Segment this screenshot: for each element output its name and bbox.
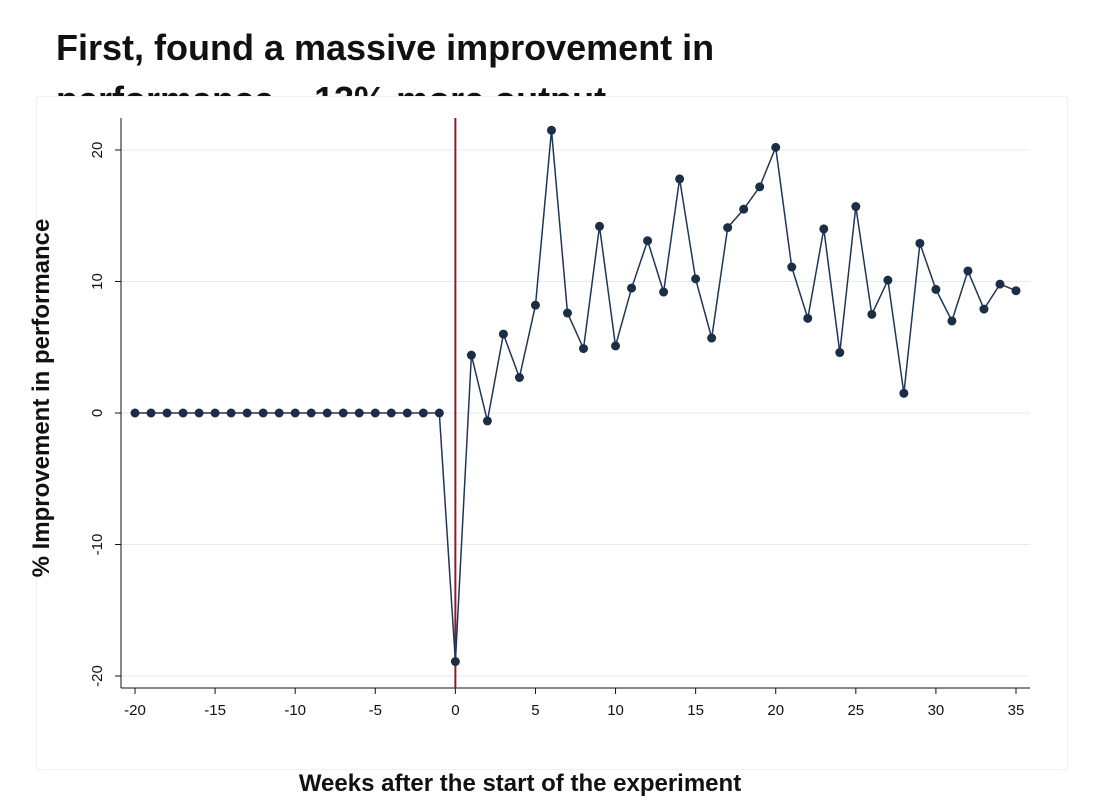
data-point <box>466 350 476 360</box>
data-point <box>611 341 621 351</box>
slide-title-line-1: First, found a massive improvement in <box>56 27 715 68</box>
data-point <box>579 344 589 354</box>
series-layer <box>130 125 1021 667</box>
data-point <box>514 372 524 382</box>
data-point <box>370 408 380 418</box>
data-point <box>803 313 813 323</box>
series-line <box>135 129 1017 663</box>
data-point <box>146 408 156 418</box>
x-tick-label: -15 <box>204 702 226 719</box>
data-point <box>498 329 508 339</box>
data-point <box>274 408 284 418</box>
data-point <box>482 416 492 426</box>
data-point <box>434 408 444 418</box>
data-point <box>755 182 765 192</box>
x-tick-label: 5 <box>531 702 539 719</box>
data-point <box>562 308 572 318</box>
data-point <box>242 408 252 418</box>
x-tick-label: 20 <box>767 702 784 719</box>
data-point <box>258 408 268 418</box>
data-point <box>915 238 925 248</box>
x-tick-label: 35 <box>1008 702 1025 719</box>
data-point <box>1011 286 1021 296</box>
data-point <box>819 224 829 234</box>
data-point <box>835 348 845 358</box>
data-point <box>210 408 220 418</box>
data-point <box>130 408 140 418</box>
plot-panel <box>36 96 1068 770</box>
data-point <box>530 300 540 310</box>
data-point <box>643 236 653 246</box>
data-point <box>739 204 749 214</box>
x-tick-label: 15 <box>687 702 704 719</box>
x-tick-label: -10 <box>284 702 306 719</box>
data-point <box>226 408 236 418</box>
x-tick-label: -20 <box>124 702 146 719</box>
data-point <box>675 174 685 184</box>
y-tick-label: 0 <box>89 409 106 417</box>
data-point <box>851 202 861 212</box>
data-point <box>691 274 701 284</box>
data-point <box>771 142 781 152</box>
data-point <box>338 408 348 418</box>
data-point <box>979 304 989 314</box>
y-tick-label: -10 <box>89 534 106 556</box>
data-point <box>546 125 556 135</box>
data-point <box>162 408 172 418</box>
data-point <box>418 408 428 418</box>
data-point <box>627 283 637 293</box>
data-point <box>178 408 188 418</box>
data-point <box>867 309 877 319</box>
y-tick-label: -20 <box>89 665 106 687</box>
x-axis-label: Weeks after the start of the experiment <box>298 770 742 797</box>
data-point <box>450 657 460 667</box>
data-point <box>899 388 909 398</box>
x-tick-label: -5 <box>369 702 382 719</box>
y-tick-label: 10 <box>89 273 106 290</box>
data-point <box>659 287 669 297</box>
y-axis-label: % Improvement in performance <box>28 218 55 578</box>
x-tick-label: 10 <box>607 702 624 719</box>
axes: -20 -15 -10 -5 0 5 10 15 20 25 30 35 -20 -10 0 10 20 <box>89 118 1030 719</box>
data-point <box>995 279 1005 289</box>
data-point <box>354 408 364 418</box>
data-point <box>947 316 957 326</box>
data-point <box>723 223 733 233</box>
data-point <box>290 408 300 418</box>
x-tick-label: 30 <box>928 702 945 719</box>
y-tick-label: 20 <box>89 142 106 159</box>
data-point <box>931 284 941 294</box>
data-point <box>306 408 316 418</box>
data-point <box>386 408 396 418</box>
data-point <box>595 221 605 231</box>
data-point <box>402 408 412 418</box>
data-point <box>194 408 204 418</box>
data-point <box>883 275 893 285</box>
data-point <box>707 333 717 343</box>
data-point <box>787 262 797 272</box>
data-point <box>963 266 973 276</box>
x-tick-label: 25 <box>847 702 864 719</box>
x-tick-label: 0 <box>451 702 459 719</box>
data-point <box>322 408 332 418</box>
